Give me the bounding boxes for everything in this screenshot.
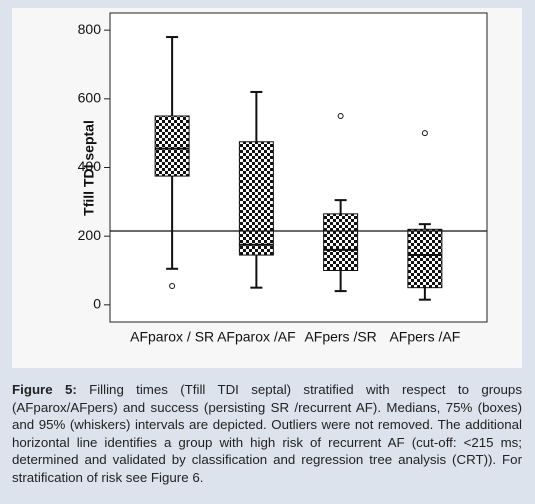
x-tick-label: AFparox / SR [130,329,214,345]
outlier [169,282,176,289]
x-tick-label: AFparox /AF [217,329,296,345]
y-tick-label: 600 [78,90,102,106]
y-tick-label: 200 [78,227,102,243]
box [323,213,359,272]
y-tick-label: 800 [78,21,102,37]
y-tick-label: 0 [93,296,101,312]
outlier [337,113,344,119]
chart: Tfill TDI septal 0 200 400 600 800 AFparox / … [12,8,522,368]
box [407,228,443,289]
x-tick-label: AFpers /AF [389,329,460,345]
box [238,141,274,256]
outlier [421,130,428,137]
box [154,115,190,177]
caption: Figure 5: Filling times (Tfill TDI septa… [12,381,522,486]
caption-text: Filling times (Tfill TDI septal) stratif… [12,382,522,485]
caption-label: Figure 5: [12,382,77,397]
x-tick-label: AFpers /SR [304,329,376,345]
y-tick-label: 400 [78,158,102,174]
y-axis-label: Tfill TDI septal [81,120,97,216]
